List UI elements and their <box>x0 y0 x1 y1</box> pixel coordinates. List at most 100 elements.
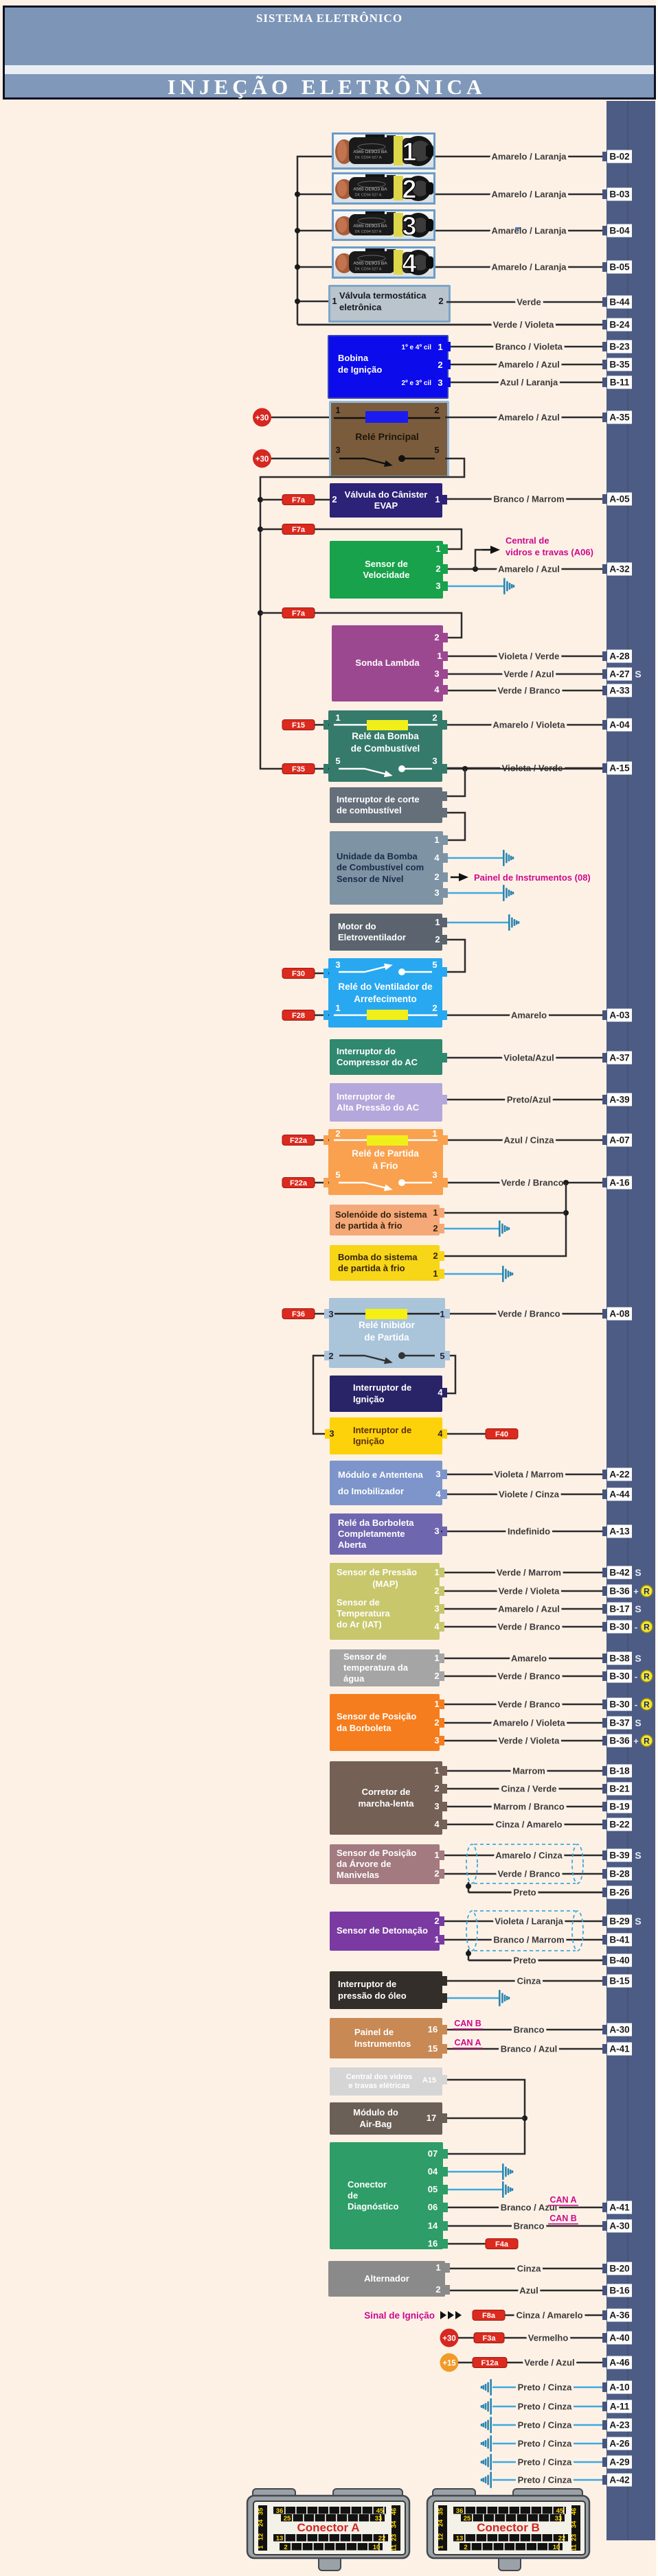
svg-text:1º e 4º cil: 1º e 4º cil <box>402 344 432 351</box>
svg-text:1: 1 <box>434 1567 439 1577</box>
svg-text:4: 4 <box>435 1489 441 1499</box>
svg-text:F4a: F4a <box>495 2240 509 2249</box>
svg-text:S: S <box>635 1850 641 1861</box>
svg-text:2: 2 <box>332 494 337 504</box>
svg-text:B-16: B-16 <box>609 2286 630 2296</box>
svg-text:Marrom / Branco: Marrom / Branco <box>493 1802 564 1812</box>
svg-text:12: 12 <box>438 2533 445 2541</box>
svg-text:Amarelo / Laranja: Amarelo / Laranja <box>491 152 567 162</box>
svg-text:F7a: F7a <box>292 610 306 618</box>
svg-text:2: 2 <box>435 934 440 944</box>
svg-text:B-35: B-35 <box>609 360 630 370</box>
svg-text:Relé de Partida: Relé de Partida <box>352 1148 419 1159</box>
svg-text:F30: F30 <box>292 970 305 978</box>
svg-text:B-30: B-30 <box>609 1622 629 1632</box>
svg-text:B-41: B-41 <box>609 1935 630 1945</box>
svg-text:Verde / Branco: Verde / Branco <box>497 1869 560 1879</box>
svg-text:F8a: F8a <box>482 2312 496 2320</box>
svg-text:1: 1 <box>437 651 442 661</box>
svg-text:Preto: Preto <box>513 1956 536 1966</box>
svg-text:3: 3 <box>434 1603 439 1614</box>
svg-text:3: 3 <box>328 1309 333 1319</box>
svg-text:A-10: A-10 <box>609 2382 629 2393</box>
svg-text:B-21: B-21 <box>609 1784 630 1794</box>
svg-text:1: 1 <box>433 1268 438 1279</box>
svg-text:A-23: A-23 <box>609 2420 630 2430</box>
svg-text:Relé Principal: Relé Principal <box>355 431 419 442</box>
svg-text:1: 1 <box>438 342 442 352</box>
svg-text:2: 2 <box>435 2284 440 2295</box>
svg-text:16: 16 <box>428 2024 438 2034</box>
svg-text:Amarelo / Cinza: Amarelo / Cinza <box>495 1850 563 1861</box>
svg-text:S: S <box>635 669 641 680</box>
svg-text:22: 22 <box>378 2535 386 2542</box>
svg-text:3: 3 <box>402 212 416 239</box>
svg-text:F7a: F7a <box>292 496 306 504</box>
svg-text:A-36: A-36 <box>609 2310 630 2321</box>
svg-text:Verde / Azul: Verde / Azul <box>503 669 554 680</box>
svg-text:Preto / Cinza: Preto / Cinza <box>518 2457 573 2468</box>
svg-text:F35: F35 <box>292 765 305 774</box>
svg-text:A-05: A-05 <box>609 494 630 504</box>
svg-text:A15: A15 <box>422 2076 436 2085</box>
svg-text:Marrom: Marrom <box>512 1766 545 1776</box>
svg-text:A-26: A-26 <box>609 2439 630 2449</box>
svg-text:15: 15 <box>428 2043 438 2054</box>
svg-text:A-35: A-35 <box>609 413 630 423</box>
svg-text:10: 10 <box>553 2544 560 2551</box>
svg-text:Azul: Azul <box>519 2286 538 2296</box>
svg-text:5: 5 <box>335 1170 340 1180</box>
svg-text:R: R <box>644 1623 650 1632</box>
svg-text:A-37: A-37 <box>609 1053 629 1063</box>
svg-text:5: 5 <box>335 756 340 766</box>
svg-text:A-32: A-32 <box>609 564 629 575</box>
svg-text:F36: F36 <box>292 1310 305 1319</box>
svg-text:B-11: B-11 <box>610 378 630 388</box>
svg-text:10: 10 <box>373 2544 381 2551</box>
svg-text:Violete / Cinza: Violete / Cinza <box>499 1489 560 1500</box>
svg-text:24: 24 <box>258 2519 265 2527</box>
svg-text:B-05: B-05 <box>609 262 630 272</box>
svg-text:36: 36 <box>456 2507 464 2515</box>
svg-text:13: 13 <box>276 2535 284 2542</box>
svg-text:DK CD94 527 A: DK CD94 527 A <box>355 268 382 272</box>
svg-text:25: 25 <box>284 2515 291 2522</box>
svg-text:Indefinido: Indefinido <box>508 1527 550 1537</box>
svg-text:3: 3 <box>434 887 439 898</box>
svg-text:Verde / Branco: Verde / Branco <box>497 1309 560 1319</box>
svg-text:Amarelo: Amarelo <box>511 1010 547 1021</box>
svg-text:Preto / Cinza: Preto / Cinza <box>518 2420 573 2430</box>
svg-text:B-04: B-04 <box>609 226 630 236</box>
svg-text:B-37: B-37 <box>609 1718 629 1728</box>
svg-text:1: 1 <box>434 1850 439 1860</box>
svg-text:A-30: A-30 <box>609 2025 629 2035</box>
svg-text:+30: +30 <box>256 456 269 464</box>
svg-text:Azul / Cinza: Azul / Cinza <box>504 1135 555 1146</box>
svg-text:Violeta/Azul: Violeta/Azul <box>503 1053 554 1063</box>
svg-text:1: 1 <box>434 1699 439 1709</box>
svg-text:2: 2 <box>434 405 439 415</box>
svg-text:2: 2 <box>434 1671 439 1681</box>
svg-text:2: 2 <box>434 1916 439 1926</box>
svg-text:S: S <box>635 1603 641 1614</box>
svg-text:B-44: B-44 <box>609 297 630 308</box>
svg-text:Branco / Azul: Branco / Azul <box>501 2203 558 2213</box>
svg-text:Verde / Branco: Verde / Branco <box>497 1622 560 1632</box>
svg-text:45: 45 <box>556 2507 564 2515</box>
svg-text:3: 3 <box>432 756 437 766</box>
svg-text:-: - <box>635 1671 637 1682</box>
svg-text:B-29: B-29 <box>609 1916 629 1927</box>
svg-text:Central de: Central de <box>506 535 549 546</box>
svg-text:2: 2 <box>434 1868 439 1879</box>
svg-text:R: R <box>644 1737 650 1746</box>
svg-text:Preto / Cinza: Preto / Cinza <box>518 2382 573 2393</box>
svg-text:4: 4 <box>402 250 416 277</box>
svg-text:2: 2 <box>434 872 439 882</box>
svg-text:A-04: A-04 <box>609 720 630 730</box>
svg-text:2: 2 <box>438 360 442 370</box>
svg-text:B-40: B-40 <box>609 1956 629 1966</box>
svg-text:Verde / Violeta: Verde / Violeta <box>499 1736 560 1746</box>
svg-text:B-28: B-28 <box>609 1869 630 1879</box>
svg-text:B-38: B-38 <box>609 1653 630 1664</box>
svg-text:A-13: A-13 <box>609 1527 630 1537</box>
